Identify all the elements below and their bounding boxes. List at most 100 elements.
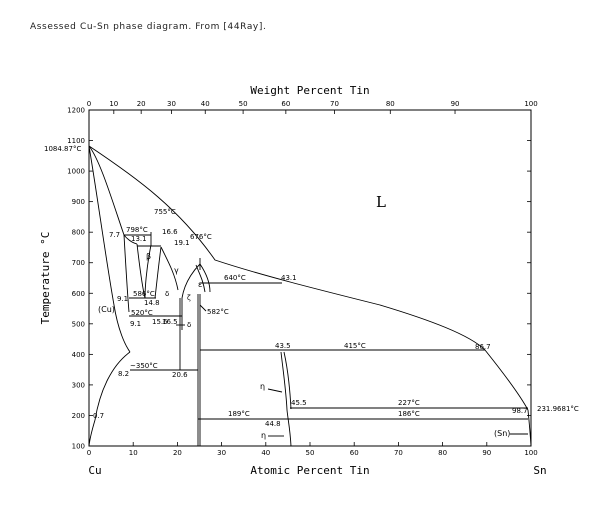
cu-element-label: Cu [88, 464, 101, 477]
label-c-9-1a: 9.1 [117, 295, 128, 303]
figure-caption: Assessed Cu-Sn phase diagram. From [44Ra… [30, 22, 267, 32]
x-top-tick-label: 30 [167, 100, 176, 108]
y-tick-label: 300 [72, 381, 85, 389]
x-top-tick-label: 100 [524, 100, 537, 108]
label-c-43-1: 43.1 [281, 274, 297, 282]
x-bottom-tick-label: 30 [217, 449, 226, 457]
phase-cu-label: (Cu) [98, 305, 115, 314]
label-c-45-5: 45.5 [291, 399, 307, 407]
x-bottom-tick-label: 60 [350, 449, 359, 457]
phase-sn-label: (Sn) [494, 429, 510, 438]
y-tick-label: 400 [72, 351, 85, 359]
x-bottom-tick-label: 0 [87, 449, 91, 457]
x-axis-top-ticks: 0 10 20 30 40 50 60 70 80 90 100 [87, 100, 538, 114]
isotherm-lines [124, 232, 528, 446]
x-top-tick-label: 50 [239, 100, 248, 108]
phase-eta-label: η [260, 382, 265, 391]
label-t-676: 676°C [190, 233, 212, 241]
label-c-43-5: 43.5 [275, 342, 291, 350]
x-top-tick-label: 20 [137, 100, 146, 108]
x-top-tick-label: 80 [386, 100, 395, 108]
beta-eutectoid-left [144, 244, 152, 299]
label-t-582: 582°C [207, 308, 229, 316]
phase-boundaries [88, 145, 532, 447]
gamma-dome [181, 263, 211, 299]
label-t-586: 586°C [133, 290, 155, 298]
eta-left [280, 351, 288, 411]
phase-region-labels: L (Cu) (Sn) β γ δ δ ε ζ η η [98, 193, 510, 440]
y-tick-label: 600 [72, 290, 85, 298]
label-t-415: 415°C [344, 342, 366, 350]
y-tick-label: 100 [72, 443, 85, 451]
arrow-eta [267, 388, 283, 393]
label-c-13-1: 13.1 [131, 235, 147, 243]
x-axis-bottom-title: Atomic Percent Tin [250, 464, 369, 477]
x-axis-top-title: Weight Percent Tin [250, 84, 369, 97]
label-t-350: ~350°C [130, 362, 158, 370]
x-bottom-tick-label: 10 [129, 449, 138, 457]
x-bottom-tick-label: 50 [306, 449, 315, 457]
cu-lower-curve [88, 419, 96, 447]
label-c-16-6: 16.6 [162, 228, 178, 236]
cu-solvus [88, 145, 131, 353]
label-c-16-5: 16.5 [162, 318, 178, 326]
label-c-14-8: 14.8 [144, 299, 160, 307]
label-c-19-1: 19.1 [174, 239, 190, 247]
phase-eps-label: ε [198, 280, 202, 289]
x-bottom-tick-label: 80 [438, 449, 447, 457]
phase-beta-label: β [146, 252, 151, 261]
label-c-15-6: 15.6 [152, 318, 168, 326]
y-tick-label: 500 [72, 320, 85, 328]
y-tick-label: 900 [72, 198, 85, 206]
label-t-520: 520°C [131, 309, 153, 317]
x-bottom-tick-label: 100 [524, 449, 537, 457]
y-axis-title: Temperature °C [39, 232, 52, 325]
y-tick-label: 700 [72, 259, 85, 267]
beta-left [123, 234, 130, 313]
beta-right [136, 243, 146, 299]
x-top-tick-label: 90 [451, 100, 460, 108]
phase-delta2-label: δ [187, 321, 191, 329]
label-c-8-2: 8.2 [118, 370, 129, 378]
phase-eta2-label: η [261, 431, 266, 440]
label-c-98-7: 98.7 [512, 407, 528, 415]
x-top-tick-label: 70 [330, 100, 339, 108]
x-bottom-tick-label: 40 [261, 449, 270, 457]
label-t-755: 755°C [154, 208, 176, 216]
x-bottom-tick-label: 20 [173, 449, 182, 457]
x-top-tick-label: 60 [281, 100, 290, 108]
label-c-20-6: 20.6 [172, 371, 188, 379]
eta-low [286, 409, 292, 447]
x-top-tick-label: 10 [109, 100, 118, 108]
y-tick-label: 800 [72, 229, 85, 237]
liquidus-left [88, 145, 138, 245]
liquidus-main [88, 145, 529, 411]
label-t-640: 640°C [224, 274, 246, 282]
x-top-tick-label: 0 [87, 100, 91, 108]
y-axis-ticks: 100 200 300 400 500 600 700 800 900 1000 1100 1200 [67, 107, 531, 451]
y-tick-label: 200 [72, 412, 85, 420]
x-bottom-tick-label: 90 [482, 449, 491, 457]
annotation-labels: 1084.87°C 798°C 755°C 7.7 13.1 16.6 19.1… [44, 145, 579, 428]
beta-eutectoid-right [154, 246, 162, 299]
label-c-9-1b: 9.1 [130, 320, 141, 328]
leader-582 [199, 304, 207, 312]
phase-delta-label: δ [165, 290, 169, 298]
gamma-left [160, 246, 179, 291]
phase-zeta-label: ζ [187, 294, 191, 302]
sn-solvus [527, 409, 532, 447]
phase-gamma-label: γ [174, 266, 179, 275]
sn-element-label: Sn [533, 464, 546, 477]
label-t-189: 189°C [228, 410, 250, 418]
cu-lowT-solvus [94, 351, 131, 421]
label-c-7-7: 7.7 [109, 231, 120, 239]
label-t-cu-melt: 1084.87°C [44, 145, 81, 153]
x-top-tick-label: 40 [201, 100, 210, 108]
x-bottom-tick-label: 70 [394, 449, 403, 457]
label-c-86-7: 86.7 [475, 343, 491, 351]
label-c-0-7: 0.7 [93, 412, 104, 420]
y-tick-label: 1200 [67, 107, 85, 115]
label-t-798: 798°C [126, 226, 148, 234]
label-t-186: 186°C [398, 410, 420, 418]
eta-right [283, 351, 292, 410]
